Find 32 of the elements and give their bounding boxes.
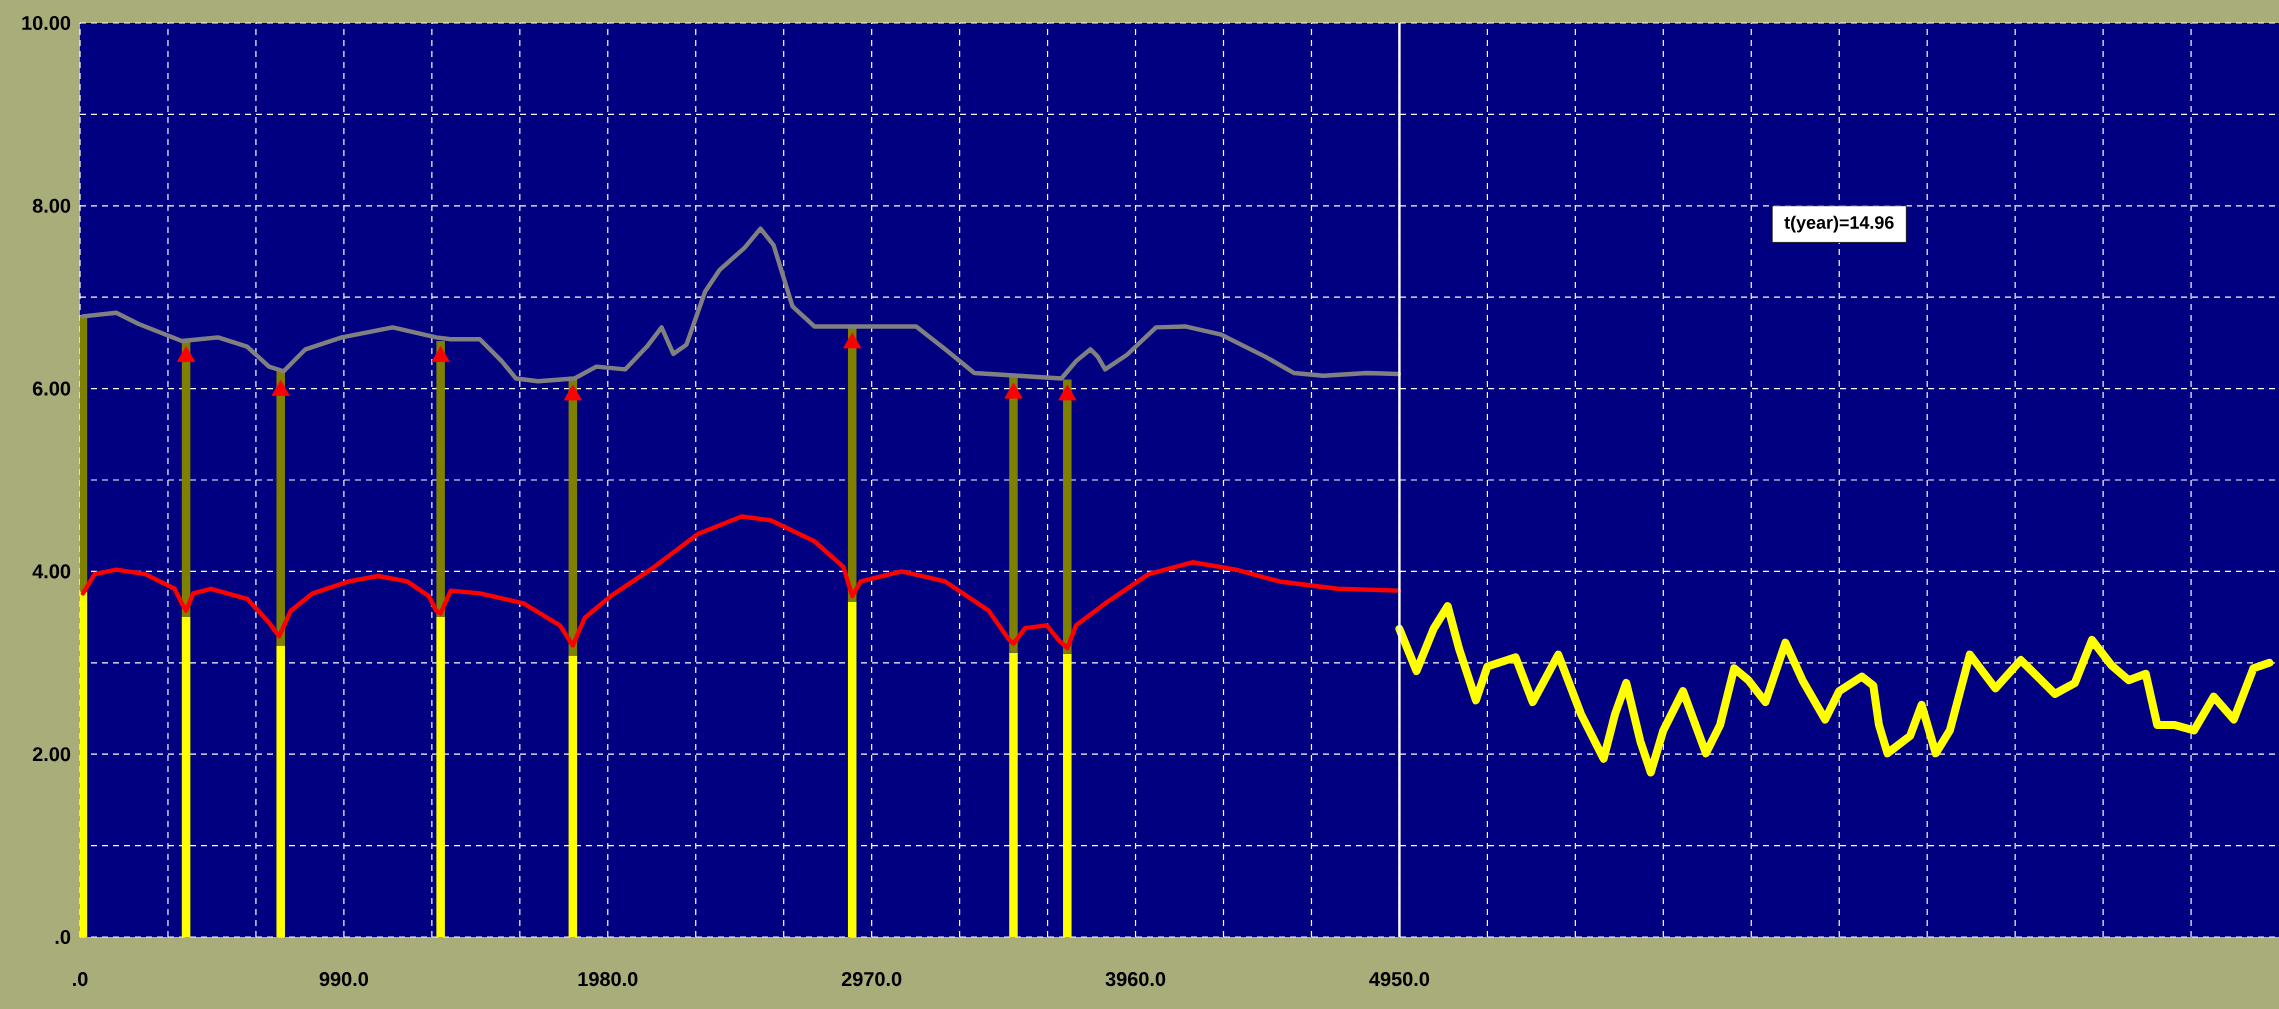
bar (1063, 379, 1072, 654)
bar (80, 316, 88, 592)
annotation: t(year)=14.96 (1784, 215, 1894, 233)
x-tick-label: .0 (73, 972, 88, 987)
bar (1063, 653, 1072, 937)
point (177, 346, 196, 362)
bar (276, 645, 285, 937)
point (563, 384, 582, 401)
bar (1009, 376, 1018, 653)
bar (568, 655, 578, 937)
bar (80, 591, 88, 937)
point (271, 380, 290, 396)
y-tick-label: 8.00 (32, 198, 71, 213)
point (1058, 384, 1077, 401)
x-tick-label: 3960.0 (1105, 972, 1166, 987)
y-tick-label: 4.00 (32, 564, 71, 579)
x-tick-label: 1980.0 (578, 972, 638, 987)
bar (181, 617, 191, 937)
x-tick-label: 4950.0 (1369, 972, 1430, 987)
y-tick-label: 2.00 (32, 747, 71, 762)
bar (436, 341, 445, 618)
bar (847, 601, 857, 937)
y-tick-label: .0 (55, 929, 71, 945)
bar (1009, 652, 1018, 937)
point (843, 332, 862, 349)
bar (436, 617, 445, 937)
y-tick-label: 10.00 (22, 15, 71, 31)
y-tick-label: 6.00 (32, 381, 71, 396)
point (1004, 382, 1023, 399)
x-tick-label: 990.0 (319, 972, 369, 987)
x-tick-label: 2970.0 (841, 972, 902, 987)
point (431, 346, 450, 362)
